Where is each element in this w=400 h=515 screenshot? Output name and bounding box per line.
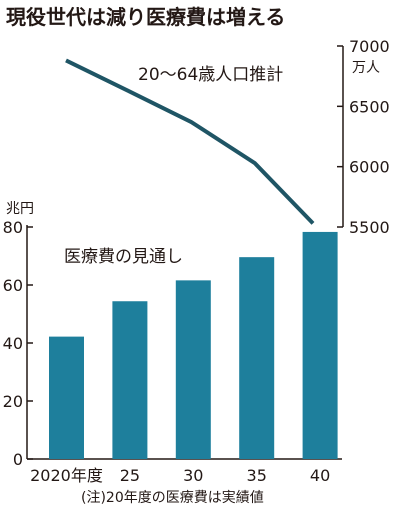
left-axis-tick-label: 60	[3, 276, 23, 295]
footnote: (注)20年度の医療費は実績値	[81, 489, 264, 506]
left-axis-tick-label: 0	[13, 450, 23, 469]
left-axis-tick-label: 80	[3, 218, 23, 237]
bar-series	[49, 231, 338, 459]
line-series-label: 20〜64歳人口推計	[138, 65, 283, 85]
chart-title: 現役世代は減り医療費は増える	[6, 5, 285, 29]
x-axis-tick-label: 35	[247, 466, 267, 485]
left-axis-unit: 兆円	[6, 201, 34, 217]
line-series	[65, 58, 315, 225]
x-axis-tick-label: 25	[120, 466, 140, 485]
bar	[112, 301, 148, 459]
bar	[302, 231, 338, 459]
x-axis-tick-label: 40	[310, 466, 330, 485]
left-axis-tick-label: 20	[3, 392, 23, 411]
right-axis-tick-label: 6500	[349, 97, 390, 116]
right-axis-tick-label: 6000	[349, 158, 390, 177]
right-axis-tick-label: 5500	[349, 218, 390, 237]
x-axis-ticks: 2020年度 25 30 35 40	[30, 466, 330, 485]
right-axis-unit: 万人	[352, 60, 380, 76]
bar	[49, 336, 84, 459]
right-axis-tick-label: 7000	[349, 37, 390, 56]
left-axis-tick-label: 40	[3, 334, 23, 353]
x-axis-tick-label: 30	[183, 466, 203, 485]
right-axis: 5500 6000 6500 7000	[337, 37, 390, 237]
bar-series-label: 医療費の見通し	[64, 247, 183, 267]
x-axis-tick-label: 2020年度	[30, 466, 103, 485]
bar	[175, 280, 211, 459]
bar	[239, 257, 275, 459]
